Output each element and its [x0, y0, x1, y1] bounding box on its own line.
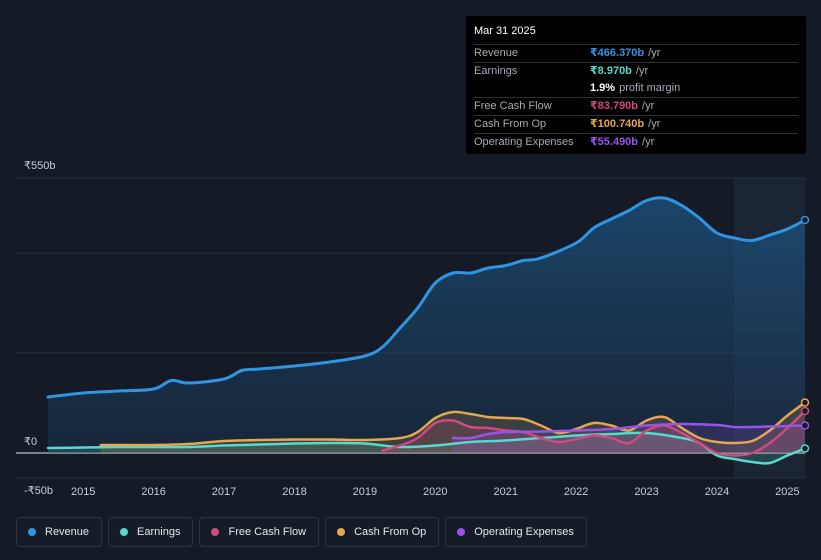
y-tick-label: -₹50b: [24, 485, 53, 497]
revenue-line: [46, 196, 807, 399]
legend-dot-icon: [211, 528, 220, 536]
tooltip-row-opex: Operating Expenses ₹55.490b /yr: [474, 133, 798, 151]
legend-item-cash-from-op[interactable]: Cash From Op: [325, 517, 440, 547]
legend-item-revenue[interactable]: Revenue: [16, 517, 103, 547]
legend-label: Cash From Op: [354, 526, 427, 538]
tooltip-label: [474, 80, 590, 97]
earnings-line: [46, 431, 807, 465]
legend-item-earnings[interactable]: Earnings: [108, 517, 194, 547]
revenue-area: [48, 197, 805, 453]
tooltip-row-fcf: Free Cash Flow ₹83.790b /yr: [474, 97, 798, 115]
legend-dot-icon: [337, 528, 346, 536]
x-tick-label: 2015: [71, 486, 95, 498]
free-cash-flow-endpoint: [800, 406, 810, 416]
legend: Revenue Earnings Free Cash Flow Cash Fro…: [16, 517, 587, 547]
chart: ₹550b ₹0 -₹50b 2015 2016 2017 2018 2019 2020 202…: [16, 160, 810, 498]
cash-from-op-line: [99, 401, 807, 447]
tooltip-row-earnings: Earnings ₹8.970b /yr: [474, 62, 798, 80]
tooltip-unit: /yr: [642, 136, 655, 148]
tooltip-value: ₹55.490b: [590, 136, 639, 148]
operating-expenses-line: [451, 422, 807, 440]
tooltip-label: Cash From Op: [474, 118, 547, 130]
tooltip-unit: /yr: [648, 118, 661, 130]
x-tick-label: 2023: [634, 486, 658, 498]
tooltip-unit: /yr: [642, 100, 655, 112]
x-tick-label: 2020: [423, 486, 447, 498]
operating-expenses-area: [452, 423, 805, 453]
y-tick-label: ₹550b: [24, 160, 55, 172]
legend-item-free-cash-flow[interactable]: Free Cash Flow: [199, 517, 320, 547]
x-tick-label: 2019: [353, 486, 377, 498]
tooltip-row-margin: 1.9% profit margin: [474, 80, 798, 97]
tooltip-value: 1.9%: [590, 82, 616, 94]
legend-dot-icon: [457, 528, 466, 536]
tooltip-value: ₹8.970b: [590, 65, 632, 77]
legend-label: Revenue: [45, 526, 90, 538]
legend-dot-icon: [28, 528, 36, 536]
tooltip-unit: /yr: [635, 65, 649, 77]
tooltip-row-cfo: Cash From Op ₹100.740b /yr: [474, 115, 798, 133]
legend-dot-icon: [120, 528, 129, 536]
tooltip-value: ₹466.370b: [590, 47, 645, 59]
x-tick-label: 2017: [212, 486, 236, 498]
x-tick-label: 2021: [493, 486, 517, 498]
tooltip-label: Revenue: [474, 47, 519, 59]
cash-from-op-endpoint: [800, 398, 810, 407]
earnings-endpoint: [800, 444, 810, 453]
tooltip-unit: profit margin: [619, 82, 681, 94]
tooltip-value: ₹100.740b: [590, 118, 645, 130]
tooltip-panel: Mar 31 2025 Revenue ₹466.370b /yr Earnin…: [466, 16, 806, 154]
tooltip-row-revenue: Revenue ₹466.370b /yr: [474, 44, 798, 62]
tooltip-label: Free Cash Flow: [474, 100, 552, 112]
tooltip-label: Earnings: [474, 65, 518, 77]
x-tick-label: 2018: [282, 486, 306, 498]
x-tick-label: 2025: [775, 486, 799, 498]
tooltip-label: Operating Expenses: [474, 136, 574, 148]
x-tick-label: 2016: [141, 486, 165, 498]
legend-label: Free Cash Flow: [228, 526, 307, 538]
y-tick-label: ₹0: [24, 436, 37, 448]
revenue-endpoint: [800, 215, 810, 225]
tooltip-unit: /yr: [648, 47, 661, 59]
x-tick-label: 2022: [564, 486, 588, 498]
tooltip-date: Mar 31 2025: [474, 25, 536, 37]
legend-label: Operating Expenses: [474, 526, 574, 538]
legend-item-operating-expenses[interactable]: Operating Expenses: [445, 517, 587, 547]
free-cash-flow-line: [381, 409, 807, 457]
tooltip-value: ₹83.790b: [590, 100, 639, 112]
x-tick-label: 2024: [705, 486, 729, 498]
legend-label: Earnings: [137, 526, 181, 538]
operating-expenses-endpoint: [800, 421, 810, 430]
